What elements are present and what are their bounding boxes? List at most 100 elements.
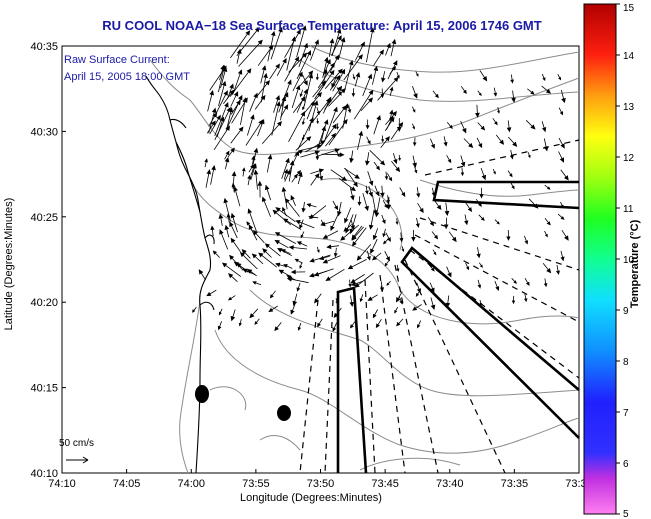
current-vector-head [296, 29, 301, 35]
current-vector-head [321, 125, 327, 132]
current-vector-head [386, 204, 392, 210]
current-vector-head [336, 126, 340, 130]
current-vector-head [306, 203, 312, 208]
current-vector-head [359, 298, 364, 303]
current-vector-head [306, 136, 312, 142]
current-vector-head [264, 184, 270, 191]
current-vector-head [299, 93, 303, 98]
current-vector-head [511, 185, 515, 190]
current-vector-head [294, 56, 300, 62]
current-vector-head [355, 72, 361, 78]
current-vector [301, 92, 322, 116]
current-vector-head [480, 125, 486, 131]
current-vector-head [333, 253, 338, 258]
current-vector-head [527, 155, 531, 159]
current-vector-head [367, 140, 371, 145]
current-vector-head [430, 287, 435, 293]
current-vector-head [415, 293, 420, 297]
current-vector-head [246, 221, 251, 226]
current-vector-head [316, 121, 320, 125]
current-vector-head [286, 169, 291, 175]
current-vector-head [264, 243, 271, 249]
current-vector-head [412, 306, 418, 311]
current-vector-head [309, 117, 314, 123]
current-vector-head [396, 268, 400, 272]
x-axis-label: Longitude (Degrees:Minutes) [240, 492, 382, 504]
current-vector-head [306, 50, 312, 56]
colorbar-tick-label: 13 [623, 102, 635, 113]
current-vector-head [475, 112, 480, 118]
scale-label: 50 cm/s [59, 438, 95, 449]
current-vector-head [249, 313, 255, 319]
colorbar-tick-label: 15 [623, 3, 635, 14]
current-vector-head [530, 124, 536, 130]
current-vector-head [241, 249, 247, 255]
current-vector-head [506, 127, 512, 133]
current-vector-head [252, 163, 257, 169]
current-vector [236, 27, 260, 56]
current-vector-head [298, 149, 304, 155]
current-vector-head [248, 224, 254, 230]
current-vector-head [496, 110, 500, 114]
current-vector-head [371, 255, 378, 261]
current-vector-head [294, 150, 300, 157]
current-vector-head [334, 205, 339, 211]
current-vector-head [336, 153, 340, 158]
current-vector-head [493, 92, 498, 97]
current-vector [271, 101, 280, 136]
current-vector-head [224, 102, 229, 108]
current-vector-head [560, 204, 564, 209]
current-vector-head [511, 300, 516, 305]
current-vector-head [211, 120, 216, 126]
current-vector-head [296, 241, 302, 246]
current-vector-head [227, 296, 233, 301]
current-vector-head [283, 104, 289, 110]
current-vector-head [542, 77, 546, 82]
current-vector-head [379, 160, 386, 166]
current-vector [231, 97, 248, 124]
current-vector-head [290, 309, 295, 315]
current-vector-head [314, 39, 319, 45]
current-vector-head [301, 208, 306, 213]
current-vector-head [296, 169, 302, 175]
colorbar-tick-label: 10 [623, 255, 635, 266]
current-vector-head [339, 152, 345, 158]
current-vector-head [415, 73, 419, 77]
current-vector-head [309, 257, 315, 263]
x-tick-label: 74:00 [177, 478, 205, 490]
x-tick-label: 73:40 [436, 478, 464, 490]
current-vector-head [347, 264, 354, 270]
current-vector-head [349, 324, 354, 329]
current-vector [238, 40, 263, 67]
current-vector-head [375, 191, 380, 197]
current-vector-head [460, 172, 465, 177]
current-vector-head [443, 141, 448, 147]
current-vector-head [560, 256, 565, 262]
current-vector [342, 104, 348, 129]
current-vector-head [282, 218, 289, 224]
current-vector-head [276, 101, 281, 107]
current-vector [284, 29, 301, 58]
current-vector-head [308, 215, 313, 220]
current-vector-head [220, 64, 225, 71]
x-tick-label: 73:50 [307, 478, 335, 490]
current-vector-head [316, 111, 320, 115]
current-vector-head [372, 210, 378, 216]
current-vector-head [253, 147, 259, 154]
current-vector-head [481, 174, 487, 181]
current-vector-head [219, 229, 224, 235]
current-vector-head [334, 54, 340, 61]
current-vector-head [329, 69, 335, 76]
current-vector-head [250, 114, 255, 120]
current-vector-head [399, 237, 404, 243]
current-vector-head [511, 97, 516, 103]
current-vector-head [413, 93, 418, 99]
current-vector-head [351, 235, 357, 241]
current-vector-head [329, 38, 335, 44]
current-vector-head [543, 146, 549, 152]
current-vector-head [379, 49, 384, 55]
current-vector-head [333, 106, 338, 113]
current-vector-head [341, 176, 348, 182]
inset-label-date: April 15, 2005 18:00 GMT [64, 71, 190, 83]
current-vector [296, 25, 306, 58]
